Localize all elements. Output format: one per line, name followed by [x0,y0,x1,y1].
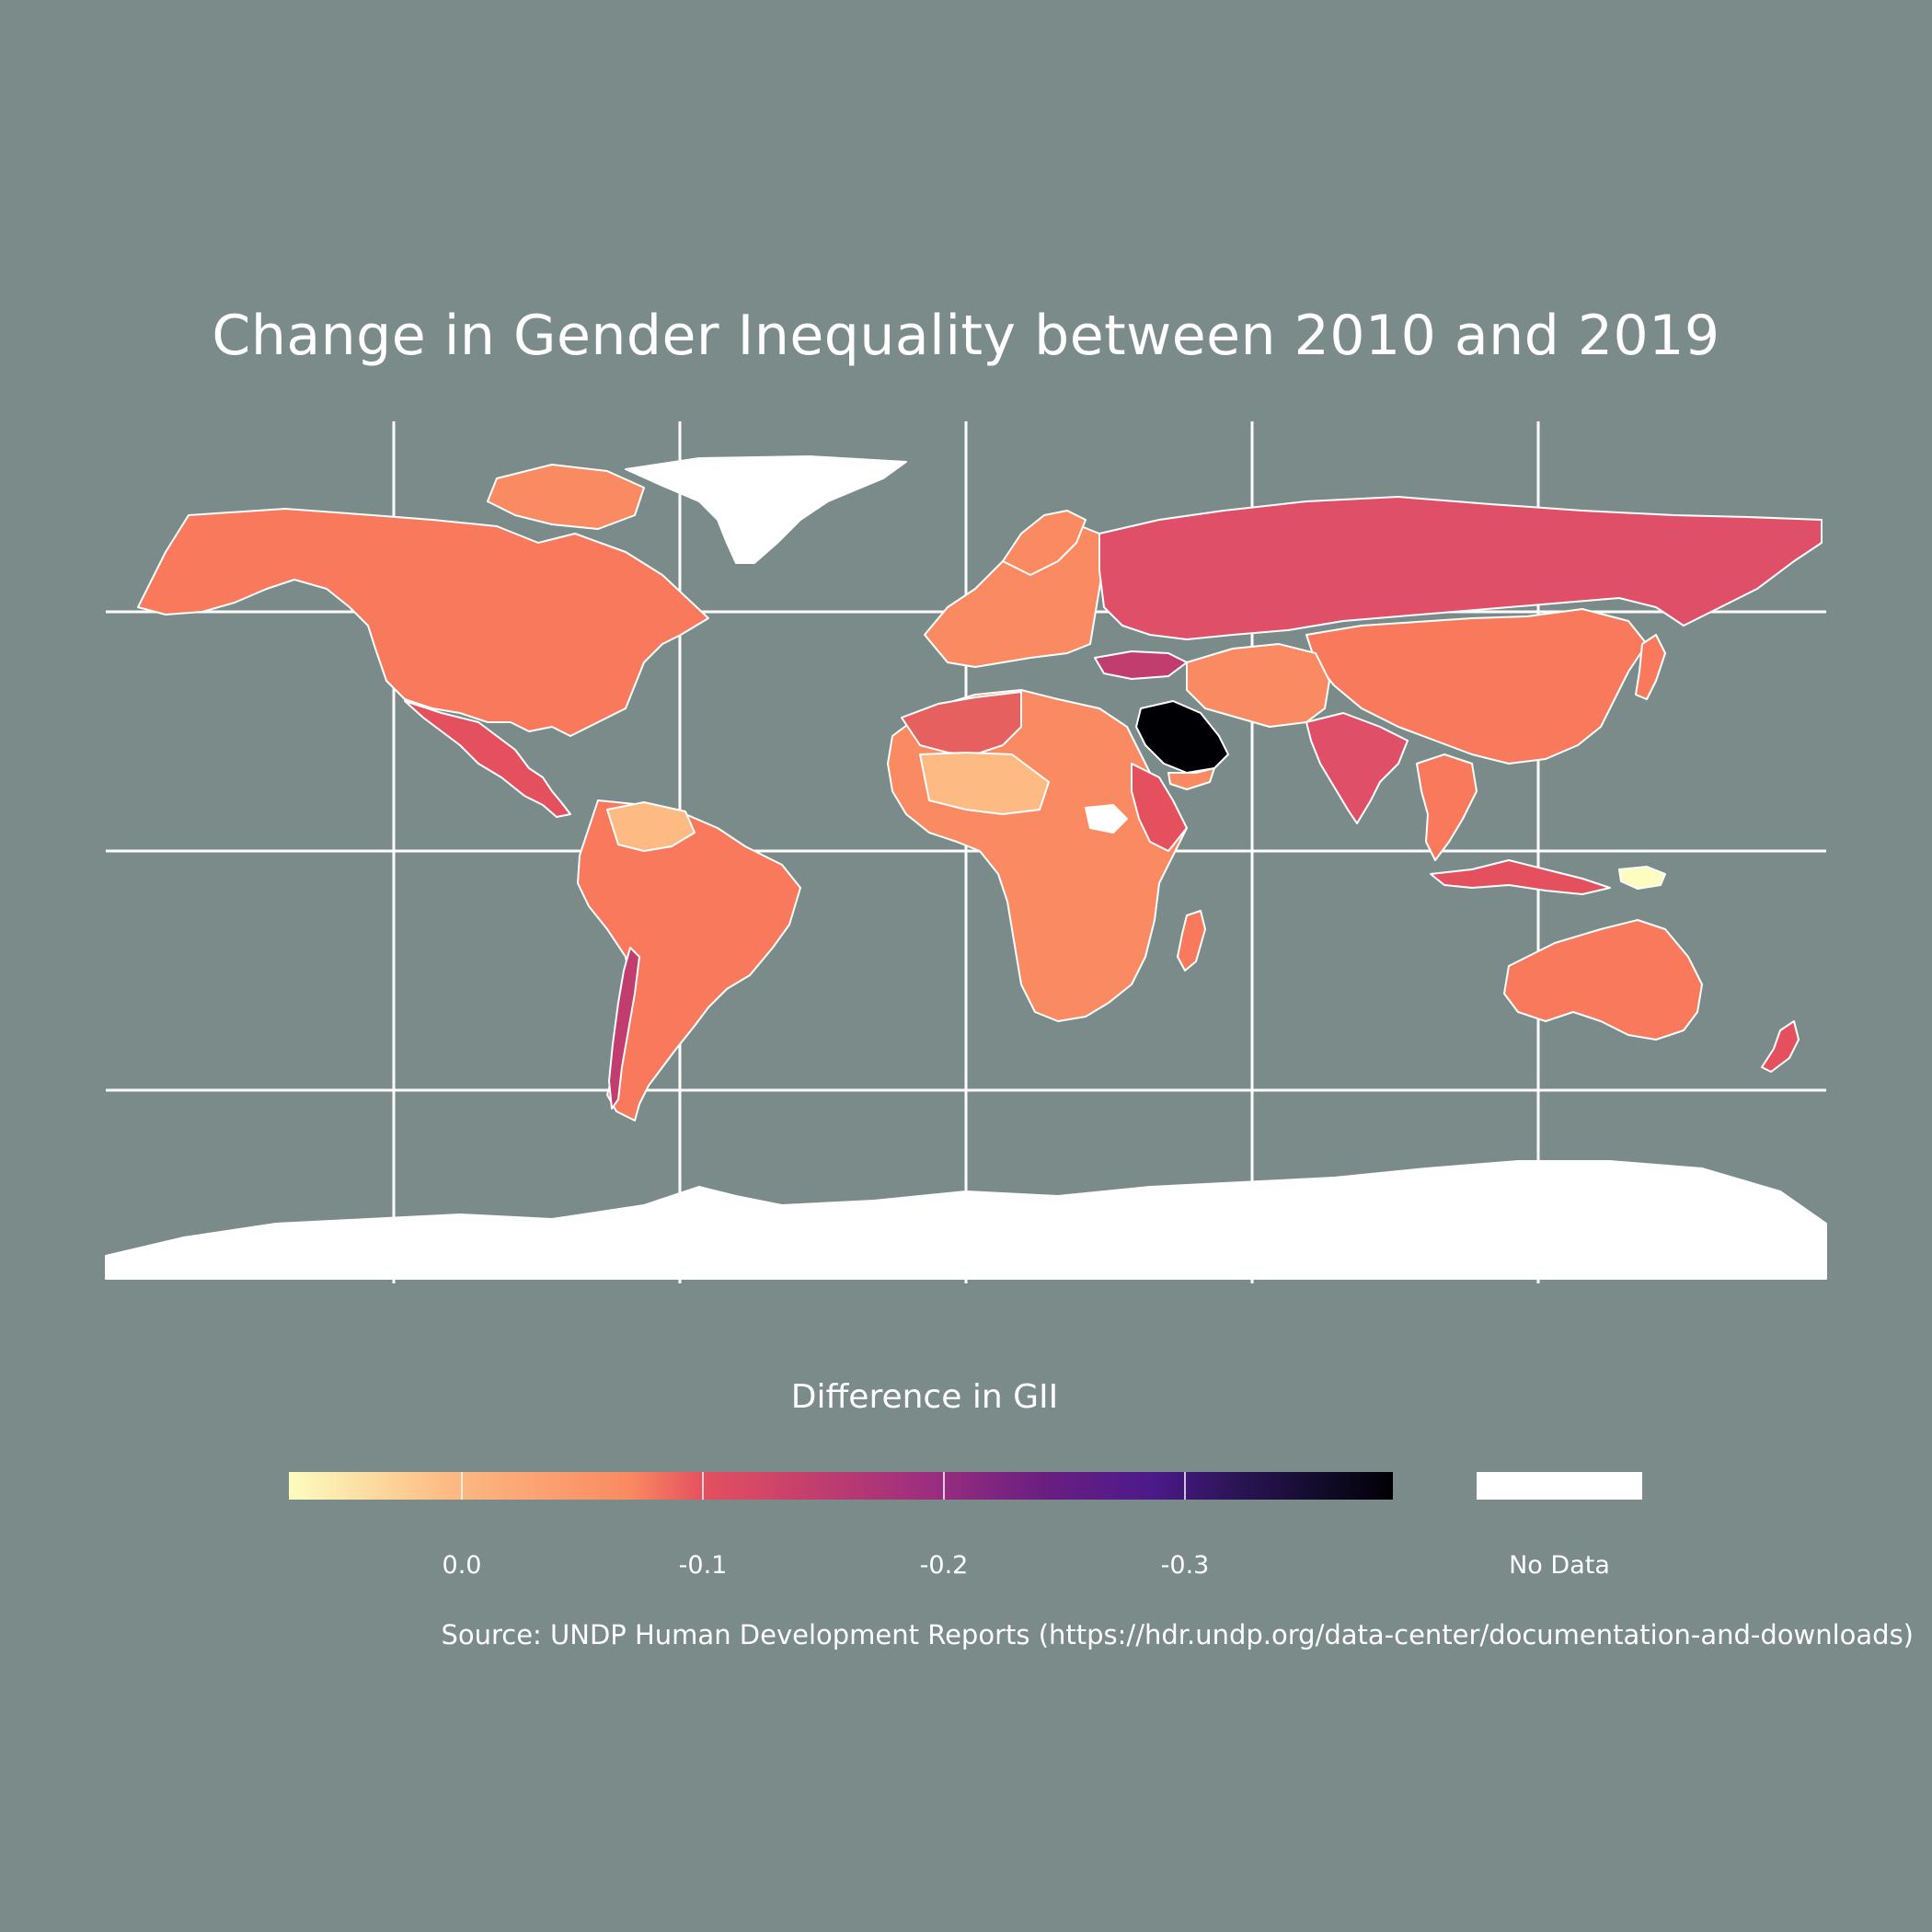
legend-tick-mark [1184,1472,1186,1500]
turkey-region [1094,650,1188,680]
color-scale-bar [289,1472,1393,1500]
madagascar-region [1177,910,1206,972]
mexico-region [404,700,571,818]
no-data-swatch [1477,1472,1642,1500]
legend-tick-label: -0.2 [919,1551,969,1580]
map-title: Change in Gender Inequality between 2010… [212,304,1720,368]
russia-region [1098,496,1823,640]
greenland-region [625,455,907,564]
india-region [1305,712,1409,824]
legend-tick-mark [943,1472,945,1500]
antarctica-region [105,1160,1827,1280]
middle-east-region [1186,643,1330,728]
new-zealand-region [1761,1020,1800,1073]
australia-region [1503,919,1703,1041]
legend-title: Difference in GII [790,1378,1059,1416]
north-america-region [137,508,709,737]
indonesia-region [1430,859,1611,895]
arctic-islands-region [487,464,645,530]
east-africa-region [1131,763,1188,852]
chile-region [608,947,640,1110]
china-region [1305,608,1648,765]
legend-tick-label: -0.3 [1160,1551,1210,1580]
scandinavia-region [1002,510,1087,576]
south-sudan-region [1085,804,1128,834]
no-data-label: No Data [1509,1551,1610,1580]
legend-tick-label: -0.1 [678,1551,728,1580]
papua-new-guinea-region [1618,866,1666,890]
north-africa-region [901,691,1022,755]
sahel-region [919,752,1050,815]
legend-tick-mark [702,1472,704,1500]
legend-tick-label: 0.0 [442,1551,482,1580]
southeast-asia-region [1416,753,1478,861]
yemen-region [1167,767,1215,790]
legend-tick-mark [461,1472,463,1500]
source-caption: Source: UNDP Human Development Reports (… [441,1619,1914,1650]
japan-region [1635,634,1666,700]
south-america-region [577,799,801,1121]
colombia-venezuela-region [606,801,696,852]
